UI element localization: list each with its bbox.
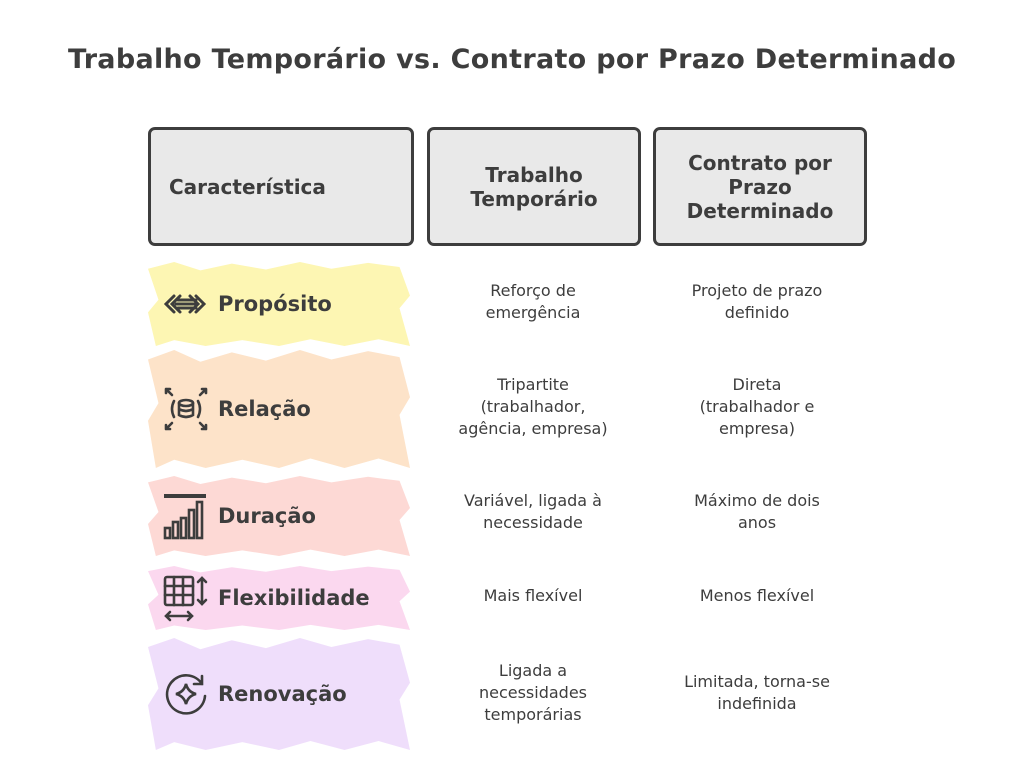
database-expand-icon bbox=[164, 387, 208, 431]
row-band-renovacao: Renovação bbox=[148, 638, 410, 750]
row-band-relacao: Relação bbox=[148, 350, 410, 468]
refresh-sparkle-icon bbox=[165, 674, 207, 715]
row-label: Renovação bbox=[218, 682, 347, 706]
cell-fixed-proposito: Projeto de prazo definido bbox=[691, 281, 823, 322]
double-arrows-icon bbox=[163, 294, 207, 314]
cell-temp-flexibilidade: Mais flexível bbox=[483, 586, 583, 605]
row-band-flexibilidade: Flexibilidade bbox=[148, 566, 410, 630]
bar-chart-icon bbox=[163, 494, 206, 540]
cell-temp-duracao: Variável, ligada à necessidade bbox=[464, 491, 602, 532]
header-temporary-work: Trabalho Temporário bbox=[427, 127, 641, 246]
row-band-proposito: Propósito bbox=[148, 262, 410, 346]
cell-fixed-flexibilidade: Menos flexível bbox=[699, 586, 815, 605]
cell-fixed-relacao: Direta (trabalhador e empresa) bbox=[699, 375, 815, 438]
row-label: Relação bbox=[218, 397, 311, 421]
row-band-duracao: Duração bbox=[148, 476, 410, 556]
cell-temp-renovacao: Ligada a necessidades temporárias bbox=[478, 661, 588, 724]
row-label: Propósito bbox=[218, 292, 332, 316]
page-title: Trabalho Temporário vs. Contrato por Pra… bbox=[67, 44, 957, 75]
row-label: Duração bbox=[218, 504, 316, 528]
cell-temp-proposito: Reforço de emergência bbox=[485, 281, 581, 322]
cell-fixed-duracao: Máximo de dois anos bbox=[694, 491, 820, 532]
header-label: Característica bbox=[169, 174, 326, 199]
row-label: Flexibilidade bbox=[218, 586, 370, 610]
table-resize-icon bbox=[163, 575, 208, 622]
header-fixed-term: Contrato por Prazo Determinado bbox=[653, 127, 867, 246]
cell-fixed-renovacao: Limitada, torna-se indefinida bbox=[684, 672, 830, 713]
cell-temp-relacao: Tripartite (trabalhador, agência, empres… bbox=[458, 375, 608, 438]
header-characteristic: Característica bbox=[148, 127, 414, 246]
header-label: Trabalho Temporário bbox=[470, 162, 598, 211]
header-label: Contrato por Prazo Determinado bbox=[686, 150, 834, 223]
